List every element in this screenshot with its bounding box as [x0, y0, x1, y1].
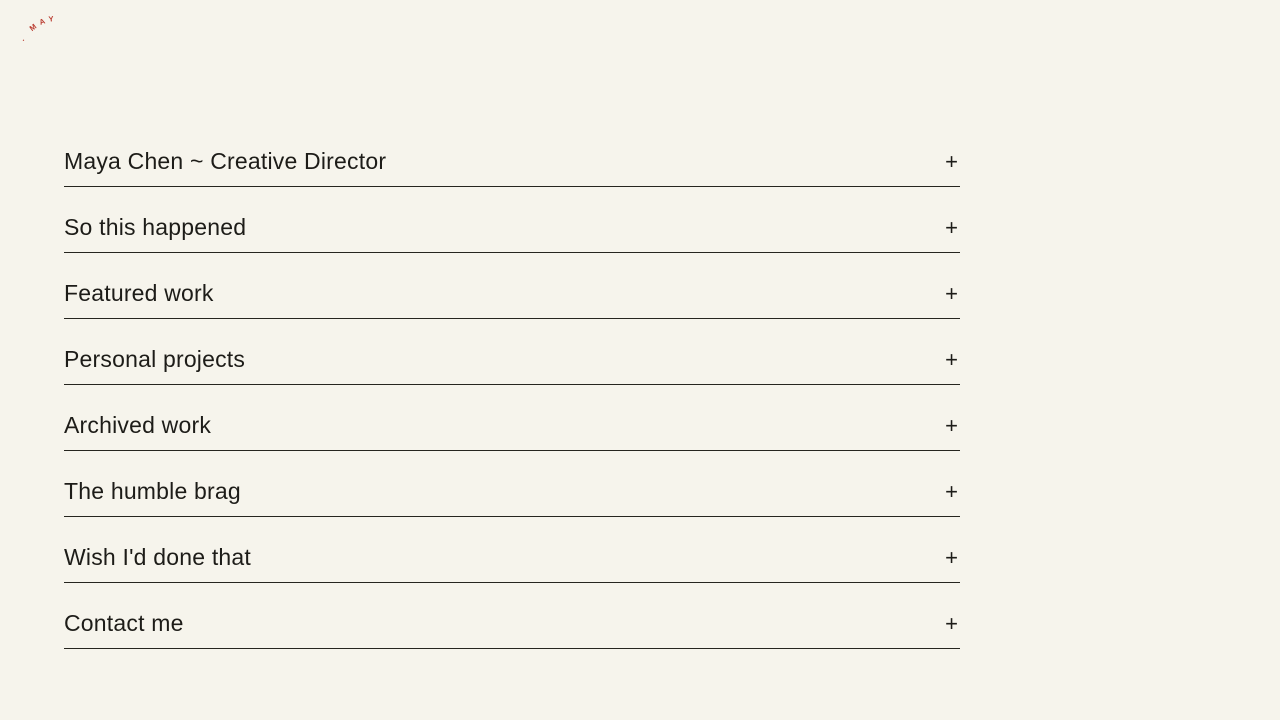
- circular-logo-svg: · MAYACHEMAYACHEN.COM: [10, 8, 57, 43]
- accordion-label: Personal projects: [64, 345, 246, 372]
- accordion-row-intro[interactable]: Maya Chen ~ Creative Director +: [64, 121, 960, 187]
- accordion-row-featured-work[interactable]: Featured work +: [64, 253, 960, 319]
- accordion-label: Contact me: [64, 609, 184, 636]
- accordion-row-contact-me[interactable]: Contact me +: [64, 583, 960, 649]
- accordion-row-personal-projects[interactable]: Personal projects +: [64, 319, 960, 385]
- plus-icon[interactable]: +: [945, 148, 958, 174]
- plus-icon[interactable]: +: [945, 544, 958, 570]
- plus-icon[interactable]: +: [945, 412, 958, 438]
- plus-icon[interactable]: +: [945, 280, 958, 306]
- accordion-label: Archived work: [64, 411, 212, 438]
- logo-ring-text: · MAYACHEMAYACHEN.COM: [10, 8, 57, 43]
- accordion-label: The humble brag: [64, 477, 241, 504]
- accordion-row-wish-id-done-that[interactable]: Wish I'd done that +: [64, 517, 960, 583]
- circular-logo[interactable]: · MAYACHEMAYACHEN.COM: [10, 8, 104, 102]
- plus-icon[interactable]: +: [945, 610, 958, 636]
- plus-icon[interactable]: +: [945, 214, 958, 240]
- plus-icon[interactable]: +: [945, 346, 958, 372]
- accordion-row-humble-brag[interactable]: The humble brag +: [64, 451, 960, 517]
- accordion-label: Wish I'd done that: [64, 543, 251, 570]
- accordion-menu: Maya Chen ~ Creative Director + So this …: [64, 121, 960, 649]
- accordion-label: Maya Chen ~ Creative Director: [64, 147, 387, 174]
- accordion-label: So this happened: [64, 213, 247, 240]
- plus-icon[interactable]: +: [945, 478, 958, 504]
- accordion-row-archived-work[interactable]: Archived work +: [64, 385, 960, 451]
- accordion-row-so-this-happened[interactable]: So this happened +: [64, 187, 960, 253]
- accordion-label: Featured work: [64, 279, 214, 306]
